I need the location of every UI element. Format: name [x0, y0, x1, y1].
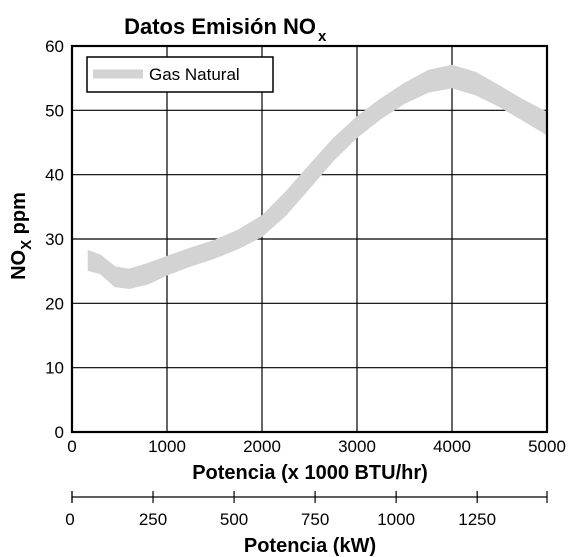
- series-layer: [87, 64, 548, 289]
- gridlines: [72, 46, 547, 432]
- legend-label: Gas Natural: [149, 65, 240, 84]
- series-band-0: [87, 64, 548, 289]
- y-tick-label: 30: [45, 230, 64, 249]
- secondary-axis-tick-label: 750: [301, 510, 329, 529]
- secondary-axis-label: Potencia (kW): [244, 535, 376, 557]
- y-tick-label: 10: [45, 359, 64, 378]
- y-axis-label: NOX ppm: [8, 192, 35, 280]
- y-tick-label: 50: [45, 101, 64, 120]
- y-tick-label: 60: [45, 37, 64, 56]
- x-tick-label: 1000: [148, 437, 186, 456]
- y-tick-label: 40: [45, 166, 64, 185]
- x-tick-labels: 0 1000 2000 3000 4000 5000: [67, 437, 566, 456]
- y-tick-labels: 0 10 20 30 40 50 60: [45, 37, 64, 442]
- legend: Gas Natural: [86, 56, 274, 93]
- secondary-axis-kw: 0 250 500 750 1000 1250: [65, 491, 548, 529]
- x-tick-label: 4000: [433, 437, 471, 456]
- chart-title: Datos Emisión NO: [124, 14, 316, 39]
- secondary-axis-tick-label: 1000: [377, 510, 415, 529]
- secondary-axis-tick-label: 1250: [458, 510, 496, 529]
- x-tick-label: 3000: [338, 437, 376, 456]
- x-tick-label: 2000: [243, 437, 281, 456]
- y-tick-label: 20: [45, 294, 64, 313]
- x-axis-label: Potencia (x 1000 BTU/hr): [192, 462, 428, 484]
- secondary-axis-tick-label: 500: [220, 510, 248, 529]
- y-axis-label-main: NO: [8, 250, 30, 280]
- secondary-axis-tick-label: 0: [65, 510, 74, 529]
- x-tick-label: 0: [67, 437, 76, 456]
- chart-title-subscript: x: [318, 28, 327, 45]
- plot-frame: [70, 44, 549, 434]
- secondary-axis-tick-label: 250: [139, 510, 167, 529]
- x-tick-label: 5000: [528, 437, 566, 456]
- y-axis-label-tail: ppm: [8, 192, 30, 240]
- svg-text:NOX ppm: NOX ppm: [8, 192, 35, 280]
- y-tick-label: 0: [55, 423, 64, 442]
- legend-box: [86, 56, 274, 93]
- y-axis-label-subscript: X: [18, 240, 35, 250]
